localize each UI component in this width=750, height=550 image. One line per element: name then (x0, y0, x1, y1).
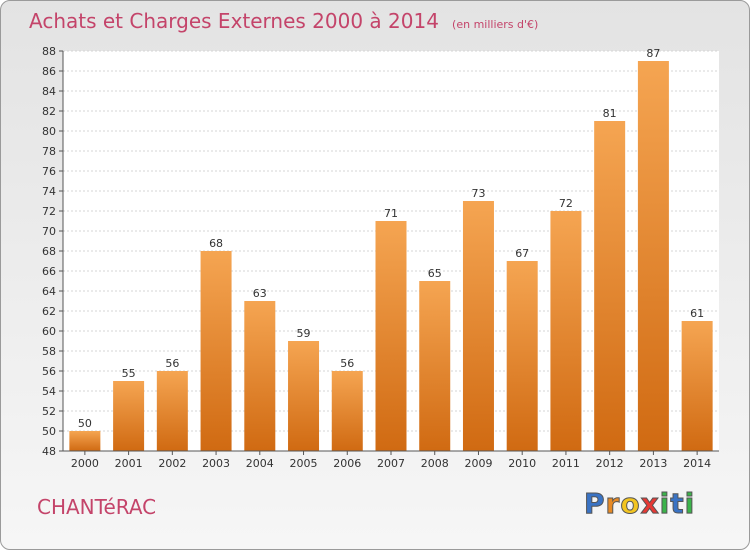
x-tick-label: 2011 (552, 457, 580, 470)
y-tick-label: 72 (42, 205, 56, 218)
x-tick-label: 2001 (115, 457, 143, 470)
bar-value-label: 81 (603, 107, 617, 120)
y-tick-label: 50 (42, 425, 56, 438)
y-tick-label: 48 (42, 445, 56, 458)
bar (681, 321, 713, 451)
bar (113, 381, 145, 451)
bar-value-label: 50 (78, 417, 92, 430)
logo-letter: o (620, 487, 641, 521)
bar (331, 371, 363, 451)
bar-value-label: 72 (559, 197, 573, 210)
chart-unit: (en milliers d'€) (452, 18, 539, 31)
bar (244, 301, 276, 451)
y-tick-label: 52 (42, 405, 56, 418)
chart-title: Achats et Charges Externes 2000 à 2014 (29, 9, 439, 33)
x-tick-label: 2002 (158, 457, 186, 470)
bar (594, 121, 626, 451)
proxiti-logo: Proxiti (584, 487, 696, 521)
y-tick-label: 68 (42, 245, 56, 258)
bar-value-label: 61 (690, 307, 704, 320)
logo-letter: P (584, 487, 606, 521)
y-tick-label: 74 (42, 185, 56, 198)
x-tick-label: 2003 (202, 457, 230, 470)
y-tick-label: 64 (42, 285, 56, 298)
bar (419, 281, 451, 451)
bar (288, 341, 320, 451)
x-tick-label: 2010 (508, 457, 536, 470)
bar-value-label: 87 (646, 47, 660, 60)
bar-value-label: 73 (471, 187, 485, 200)
x-tick-label: 2005 (290, 457, 318, 470)
x-tick-label: 2000 (71, 457, 99, 470)
logo-letter: x (640, 487, 660, 521)
x-tick-label: 2012 (596, 457, 624, 470)
logo-letter: r (605, 487, 621, 521)
bar-value-label: 71 (384, 207, 398, 220)
x-tick-label: 2007 (377, 457, 405, 470)
y-tick-label: 86 (42, 65, 56, 78)
y-tick-label: 58 (42, 345, 56, 358)
x-tick-label: 2009 (464, 457, 492, 470)
y-tick-label: 60 (42, 325, 56, 338)
logo-letter: t (670, 487, 685, 521)
bar (550, 211, 582, 451)
logo-letter: i (659, 487, 671, 521)
bar-value-label: 56 (165, 357, 179, 370)
y-tick-label: 84 (42, 85, 56, 98)
bar (462, 201, 494, 451)
x-tick-label: 2013 (639, 457, 667, 470)
logo-letter: i (684, 487, 696, 521)
bar (69, 431, 101, 451)
bar-value-label: 68 (209, 237, 223, 250)
bar-value-label: 56 (340, 357, 354, 370)
bar-value-label: 55 (122, 367, 136, 380)
y-tick-label: 82 (42, 105, 56, 118)
bar (637, 61, 669, 451)
y-tick-label: 78 (42, 145, 56, 158)
bar (200, 251, 232, 451)
y-tick-label: 88 (42, 45, 56, 58)
bar-value-label: 59 (297, 327, 311, 340)
y-tick-label: 70 (42, 225, 56, 238)
bar (156, 371, 188, 451)
x-tick-label: 2008 (421, 457, 449, 470)
y-tick-label: 62 (42, 305, 56, 318)
x-tick-label: 2006 (333, 457, 361, 470)
bar-value-label: 67 (515, 247, 529, 260)
bar (506, 261, 538, 451)
bar-value-label: 65 (428, 267, 442, 280)
y-tick-label: 56 (42, 365, 56, 378)
y-tick-label: 66 (42, 265, 56, 278)
x-tick-label: 2014 (683, 457, 711, 470)
x-tick-label: 2004 (246, 457, 274, 470)
y-tick-label: 76 (42, 165, 56, 178)
commune-name: CHANTéRAC (37, 495, 157, 519)
y-tick-label: 54 (42, 385, 56, 398)
y-tick-label: 80 (42, 125, 56, 138)
bar-value-label: 63 (253, 287, 267, 300)
chart-title-block: Achats et Charges Externes 2000 à 2014 (… (29, 9, 538, 33)
bar (375, 221, 407, 451)
